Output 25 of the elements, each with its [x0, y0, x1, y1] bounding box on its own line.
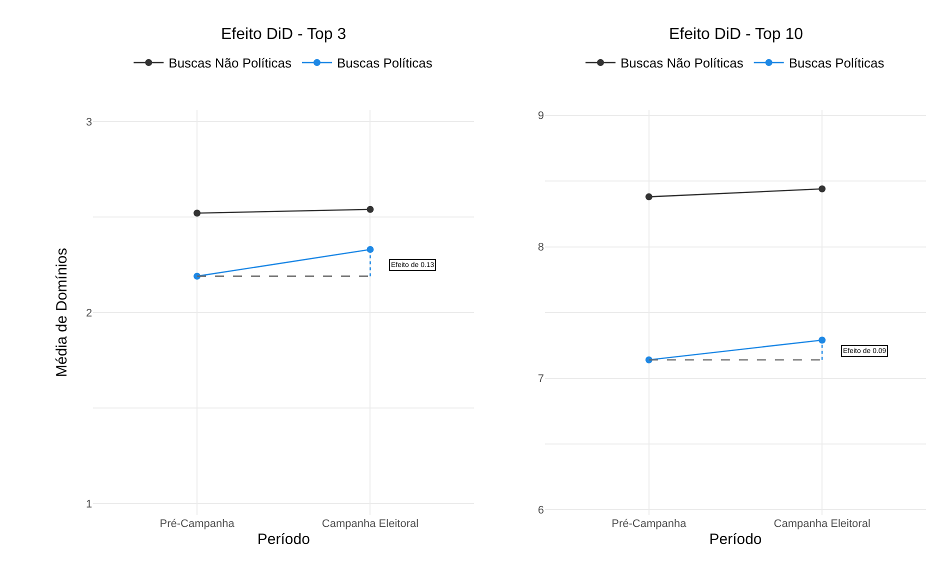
point	[818, 185, 826, 192]
legend-label: Buscas Políticas	[788, 56, 885, 71]
x-tick-label: Pré-Campanha	[612, 518, 688, 530]
point	[194, 210, 201, 217]
y-tick-label: 1	[86, 498, 92, 510]
y-tick-label: 8	[538, 242, 544, 254]
legend-label: Buscas Políticas	[336, 56, 433, 71]
point	[818, 336, 826, 344]
y-tick-label: 9	[538, 110, 544, 122]
y-tick-label: 6	[538, 504, 544, 517]
y-tick-label: 7	[538, 373, 544, 386]
y-tick-label: 3	[86, 116, 92, 128]
y-axis-title: Média de Domínios	[53, 248, 70, 378]
legend-label: Buscas Não Políticas	[620, 56, 744, 71]
point	[645, 193, 652, 200]
legend-label: Buscas Não Políticas	[168, 56, 292, 71]
x-tick-label: Campanha Eleitoral	[322, 518, 419, 530]
chart-title: Efeito DiD - Top 10	[669, 26, 804, 43]
point	[366, 206, 374, 213]
x-axis-title: Período	[257, 531, 310, 548]
x-tick-label: Campanha Eleitoral	[774, 518, 870, 530]
y-tick-label: 2	[86, 307, 92, 320]
chart-title: Efeito DiD - Top 3	[221, 26, 346, 43]
x-axis-title: Período	[709, 531, 762, 548]
x-tick-label: Pré-Campanha	[160, 518, 236, 530]
